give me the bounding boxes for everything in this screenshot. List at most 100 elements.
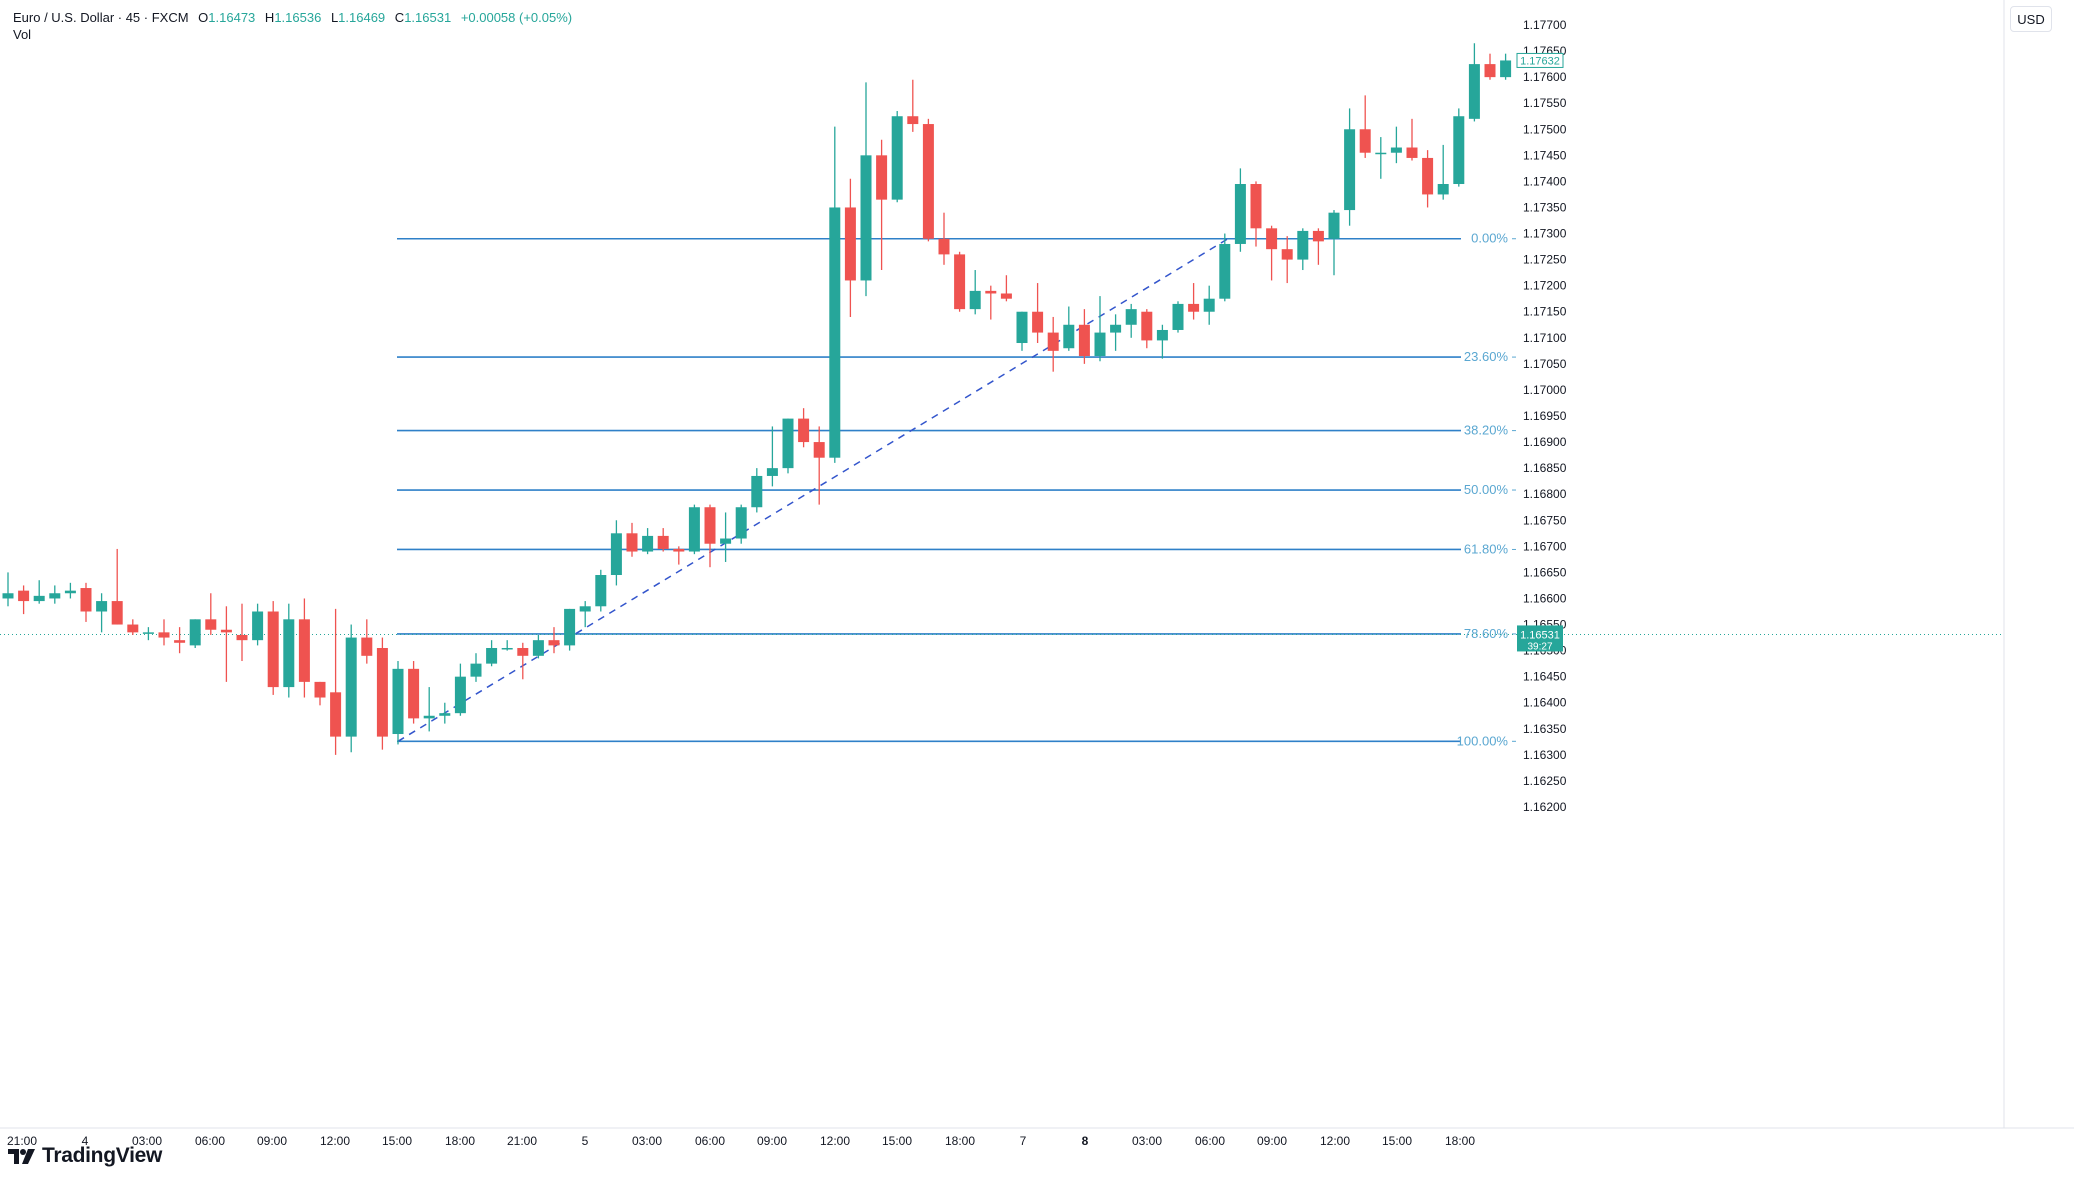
candle [361,619,373,664]
candle [1078,309,1090,364]
candle-body [688,507,700,552]
candle [813,426,825,505]
candle [673,546,685,565]
candle [1016,311,1028,351]
candle [642,528,654,555]
candle-body [1016,311,1028,344]
candle-body [1484,64,1496,78]
candle [579,601,591,628]
brand-name: TradingView [42,1144,163,1167]
candle-body [408,668,420,719]
candle [314,681,326,706]
time-tick-label: 18:00 [1445,1134,1475,1148]
price-tick-label: 1.16700 [1523,539,1567,553]
candle [782,418,794,474]
price-tick-label: 1.16600 [1523,591,1567,605]
fib-trend-line[interactable] [397,238,1229,742]
candle [969,270,981,315]
candle-body [876,155,888,200]
candle-body [486,647,498,664]
candle [501,640,513,651]
candle [829,126,841,463]
candle-body [969,290,981,310]
candle-body [454,676,466,714]
candle [80,582,92,622]
candle [704,504,716,568]
candle [1156,324,1168,359]
candle-body [1422,157,1434,195]
candle-body [891,116,903,200]
candle [408,661,420,724]
candle-body [392,668,404,735]
candle-body [423,715,435,719]
candle-body [470,663,482,677]
price-axis[interactable]: 1.16200 1.16250 1.16300 1.16350 1.16400 1.164… [1523,18,1567,814]
candle-body [751,475,763,508]
candle-body [205,619,217,630]
price-tick-label: 1.17100 [1523,331,1567,345]
candle-body [80,588,92,612]
volume-indicator-label[interactable]: Vol [13,27,32,42]
candle [595,569,607,612]
candle [1375,137,1387,179]
candle [283,603,295,698]
close-label: C [394,10,405,25]
tradingview-logo[interactable]: TradingView [8,1144,162,1168]
change-value: +0.00058 (+0.05%) [460,10,573,25]
candle [96,593,108,633]
symbol-title[interactable]: Euro / U.S. Dollar · 45 · FXCM [13,10,189,25]
price-tick-label: 1.17400 [1523,174,1567,188]
candle [376,637,388,750]
candle-body [860,155,872,281]
candle-body [1359,129,1371,153]
trend-line[interactable] [397,238,1229,742]
candle [1094,296,1106,362]
fib-level-label: 0.00% [1471,231,1508,246]
candle-body [844,207,856,281]
candle [49,585,61,604]
price-tick-label: 1.17550 [1523,96,1567,110]
candle-body [954,254,966,310]
candle-body [642,535,654,552]
candle [1390,126,1402,164]
candle-body [938,238,950,255]
candle [1047,316,1059,372]
candle [1141,309,1153,349]
candle [111,548,123,625]
price-tick-label: 1.16250 [1523,774,1567,788]
candle [1203,285,1215,325]
high-value: 1.16536 [274,10,322,25]
candle-body [595,575,607,607]
candle-body [532,640,544,656]
candle-body [1110,324,1122,333]
symbol-legend[interactable]: Euro / U.S. Dollar · 45 · FXCM O1.16473 … [13,9,572,27]
candle [564,608,576,651]
price-tick-label: 1.16450 [1523,670,1567,684]
candle-body [142,632,154,634]
fib-level-label: 23.60% [1464,349,1509,364]
candle-body [610,533,622,576]
candle [735,504,747,544]
candle-body [33,595,45,602]
candle-body [501,647,513,650]
candle [267,601,279,695]
price-tick-label: 1.17200 [1523,279,1567,293]
candle [439,702,451,724]
currency-button[interactable]: USD [2010,6,2052,32]
candle [127,619,139,635]
time-tick-label: 12:00 [320,1134,350,1148]
time-tick-label: 09:00 [1257,1134,1287,1148]
time-axis[interactable]: 21:00 4 03:00 06:00 09:00 12:00 15:00 18:00 21:0… [7,1134,1475,1148]
candle-body [1094,332,1106,357]
candle-body [1203,298,1215,312]
time-tick-label: 15:00 [382,1134,412,1148]
candle [220,606,232,682]
fibonacci-retracement[interactable]: 0.00% 23.60% 38.20% 50.00% 61.80% 78.60% 100.0… [397,231,1516,749]
price-tick-label: 1.17050 [1523,357,1567,371]
price-tick-label: 1.16400 [1523,696,1567,710]
candle-body [267,611,279,688]
candle [1297,228,1309,271]
last-price-tag-price: 1.16531 [1520,629,1560,641]
candle-body [1328,212,1340,239]
